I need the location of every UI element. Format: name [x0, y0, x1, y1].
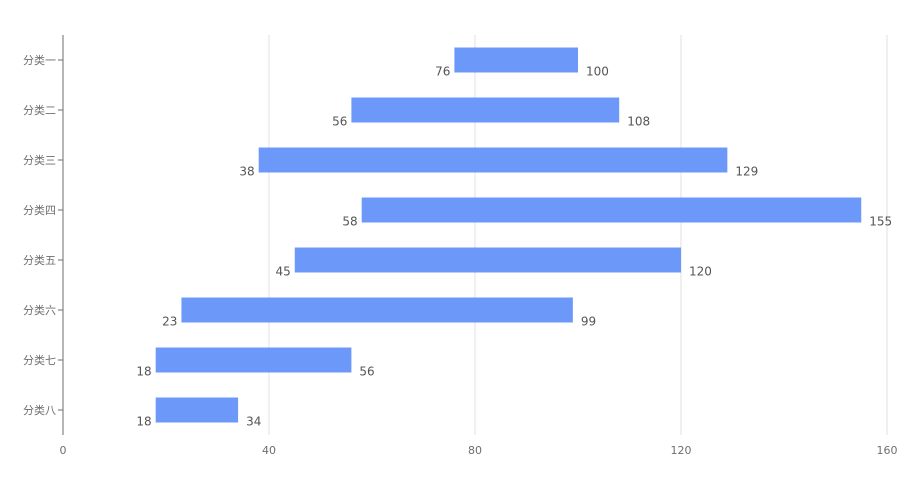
x-tick-label: 160: [877, 444, 898, 457]
data-label-end: 34: [246, 415, 261, 429]
range-bar: [155, 347, 352, 373]
y-tick-label: 分类七: [23, 353, 56, 367]
range-bar: [181, 297, 573, 323]
data-labels: 76 100 56 108 38 129 58 155 45 120 23 99 18 56 18 34: [136, 65, 892, 429]
range-bar: [258, 147, 728, 173]
y-tick-label: 分类四: [23, 203, 56, 217]
data-label-start: 18: [136, 365, 151, 379]
data-label-end: 100: [586, 65, 609, 79]
y-tick-label: 分类五: [23, 253, 56, 267]
data-label-end: 108: [627, 115, 650, 129]
data-label-start: 18: [136, 415, 151, 429]
y-tick-label: 分类二: [23, 103, 56, 117]
data-label-start: 38: [239, 165, 254, 179]
range-bar: [155, 397, 239, 423]
data-label-end: 129: [735, 165, 758, 179]
data-label-start: 56: [332, 115, 347, 129]
y-tick-label: 分类一: [23, 53, 56, 67]
y-tick-label: 分类六: [23, 303, 56, 317]
y-tick-label: 分类三: [23, 153, 56, 167]
data-label-end: 99: [581, 315, 596, 329]
data-label-start: 58: [342, 215, 357, 229]
data-label-start: 45: [275, 265, 290, 279]
data-label-start: 76: [435, 65, 450, 79]
y-tick-label: 分类八: [23, 403, 56, 417]
data-label-end: 56: [359, 365, 374, 379]
data-label-end: 155: [869, 215, 892, 229]
bars: [155, 47, 862, 423]
data-label-end: 120: [689, 265, 712, 279]
x-tick-label: 40: [262, 444, 276, 457]
range-bar: [454, 47, 578, 73]
x-tick-label: 80: [468, 444, 482, 457]
range-bar: [294, 247, 681, 273]
x-tick-label: 120: [671, 444, 692, 457]
data-label-start: 23: [162, 315, 177, 329]
range-bar: [361, 197, 862, 223]
x-tick-label: 0: [60, 444, 67, 457]
range-bar: [351, 97, 620, 123]
